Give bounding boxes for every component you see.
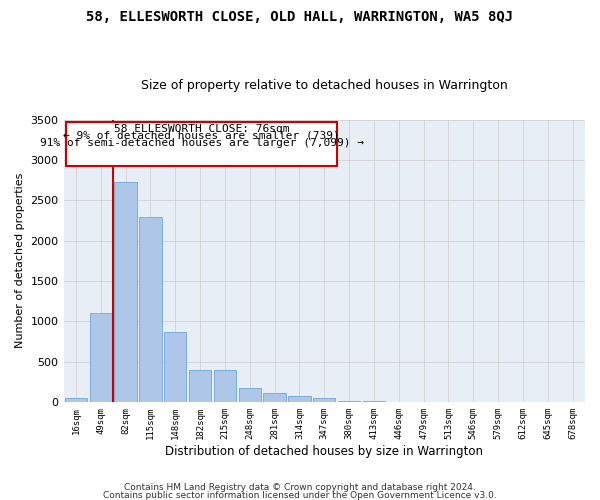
Text: 58, ELLESWORTH CLOSE, OLD HALL, WARRINGTON, WA5 8QJ: 58, ELLESWORTH CLOSE, OLD HALL, WARRINGT… — [86, 10, 514, 24]
Bar — [214, 370, 236, 402]
Title: Size of property relative to detached houses in Warrington: Size of property relative to detached ho… — [141, 79, 508, 92]
X-axis label: Distribution of detached houses by size in Warrington: Distribution of detached houses by size … — [165, 444, 483, 458]
Bar — [89, 313, 112, 402]
Bar — [139, 217, 161, 402]
Bar — [313, 398, 335, 402]
Bar — [65, 398, 87, 402]
Text: Contains public sector information licensed under the Open Government Licence v3: Contains public sector information licen… — [103, 490, 497, 500]
FancyBboxPatch shape — [66, 122, 337, 166]
Text: ← 9% of detached houses are smaller (739): ← 9% of detached houses are smaller (739… — [64, 131, 340, 141]
Bar — [164, 332, 187, 402]
Bar — [239, 388, 261, 402]
Bar — [338, 401, 360, 402]
Y-axis label: Number of detached properties: Number of detached properties — [15, 173, 25, 348]
Text: 58 ELLESWORTH CLOSE: 76sqm: 58 ELLESWORTH CLOSE: 76sqm — [114, 124, 289, 134]
Bar — [263, 393, 286, 402]
Bar — [189, 370, 211, 402]
Bar — [115, 182, 137, 402]
Bar — [288, 396, 311, 402]
Text: 91% of semi-detached houses are larger (7,099) →: 91% of semi-detached houses are larger (… — [40, 138, 364, 148]
Text: Contains HM Land Registry data © Crown copyright and database right 2024.: Contains HM Land Registry data © Crown c… — [124, 484, 476, 492]
